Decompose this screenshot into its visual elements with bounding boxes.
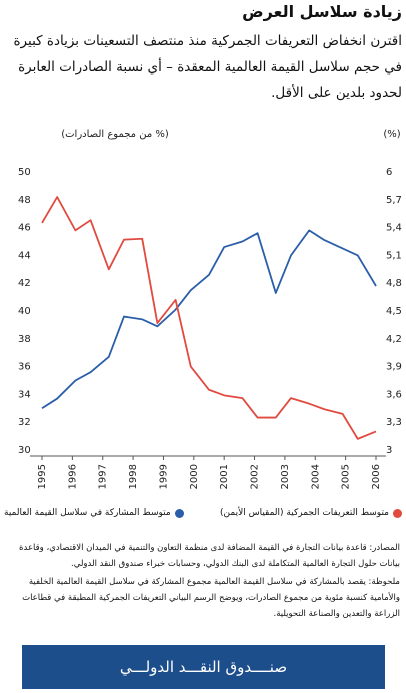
- legend-item: متوسط المشاركة في سلاسل القيمة العالمية: [4, 508, 184, 518]
- series-line: [41, 196, 377, 440]
- x-tick-label: 1998: [128, 464, 139, 489]
- x-tick-label: 2000: [189, 464, 200, 489]
- y2-tick-label: 5,4: [386, 223, 402, 234]
- legend-label: متوسط التعريفات الجمركية (المقياس الأيمن…: [220, 508, 389, 518]
- source: صنــــدوق النقـــد الدولـــي: [119, 658, 288, 676]
- y-tick-label: 32: [18, 417, 31, 428]
- y-tick-label: 46: [18, 223, 31, 234]
- y2-tick-label: 3,9: [386, 362, 402, 373]
- y2-tick-label: 4,8: [386, 278, 402, 289]
- footer: صنــــدوق النقـــد الدولـــي: [22, 645, 385, 689]
- series-line: [41, 229, 377, 410]
- y-tick-label: 30: [18, 445, 31, 456]
- x-tick-label: 1999: [158, 464, 169, 489]
- y-tick-label: 42: [18, 278, 31, 289]
- legend-swatch: [174, 508, 184, 518]
- x-tick-label: 2005: [341, 464, 352, 489]
- y2-tick-label: 5,1: [386, 250, 402, 261]
- y-tick-label: 48: [18, 195, 31, 206]
- y-tick-label: 38: [18, 334, 31, 345]
- note: ملحوظة: يقصد بالمشاركة في سلاسل القيمة ا…: [22, 577, 400, 619]
- chart-subtitle: اقترن انخفاض التعريفات الجمركية منذ منتص…: [13, 33, 402, 101]
- x-tick-label: 2003: [280, 464, 291, 489]
- chart-title: زيادة سلاسل العرض: [242, 2, 402, 21]
- y-tick-label: 36: [18, 362, 31, 373]
- y2-tick-label: 4,5: [386, 306, 402, 317]
- x-tick-label: 2006: [371, 464, 382, 489]
- y-tick-label: 50: [18, 167, 31, 178]
- x-tick-label: 2004: [310, 464, 321, 489]
- y-tick-label: 34: [18, 389, 31, 400]
- legend: متوسط التعريفات الجمركية (المقياس الأيمن…: [4, 508, 402, 518]
- y-tick-label: 44: [18, 250, 31, 261]
- y2-tick-label: 3: [386, 445, 392, 456]
- chart: (% من مجموع الصادرات) (%) 30323436384042…: [18, 129, 402, 489]
- y2-tick-label: 6: [386, 167, 392, 178]
- note: المصادر: قاعدة بيانات التجارة في القيمة …: [19, 543, 400, 569]
- x-tick-label: 2002: [250, 464, 261, 489]
- notes: المصادر: قاعدة بيانات التجارة في القيمة …: [6, 540, 400, 624]
- x-tick-label: 2001: [219, 464, 230, 489]
- legend-item: متوسط التعريفات الجمركية (المقياس الأيمن…: [220, 508, 402, 518]
- x-tick-label: 1997: [98, 464, 109, 489]
- y-tick-label: 40: [18, 306, 31, 317]
- y2-tick-label: 5,7: [386, 195, 402, 206]
- y2-tick-label: 3,3: [386, 417, 402, 428]
- y-axis-label: (% من مجموع الصادرات): [61, 129, 169, 140]
- y2-tick-label: 4,2: [386, 334, 402, 345]
- x-tick-label: 1995: [37, 464, 48, 489]
- y2-tick-label: 3,6: [386, 389, 402, 400]
- legend-label: متوسط المشاركة في سلاسل القيمة العالمية: [4, 508, 171, 518]
- legend-swatch: [393, 508, 402, 518]
- y2-axis-label: (%): [383, 129, 400, 140]
- x-tick-label: 1996: [67, 464, 78, 489]
